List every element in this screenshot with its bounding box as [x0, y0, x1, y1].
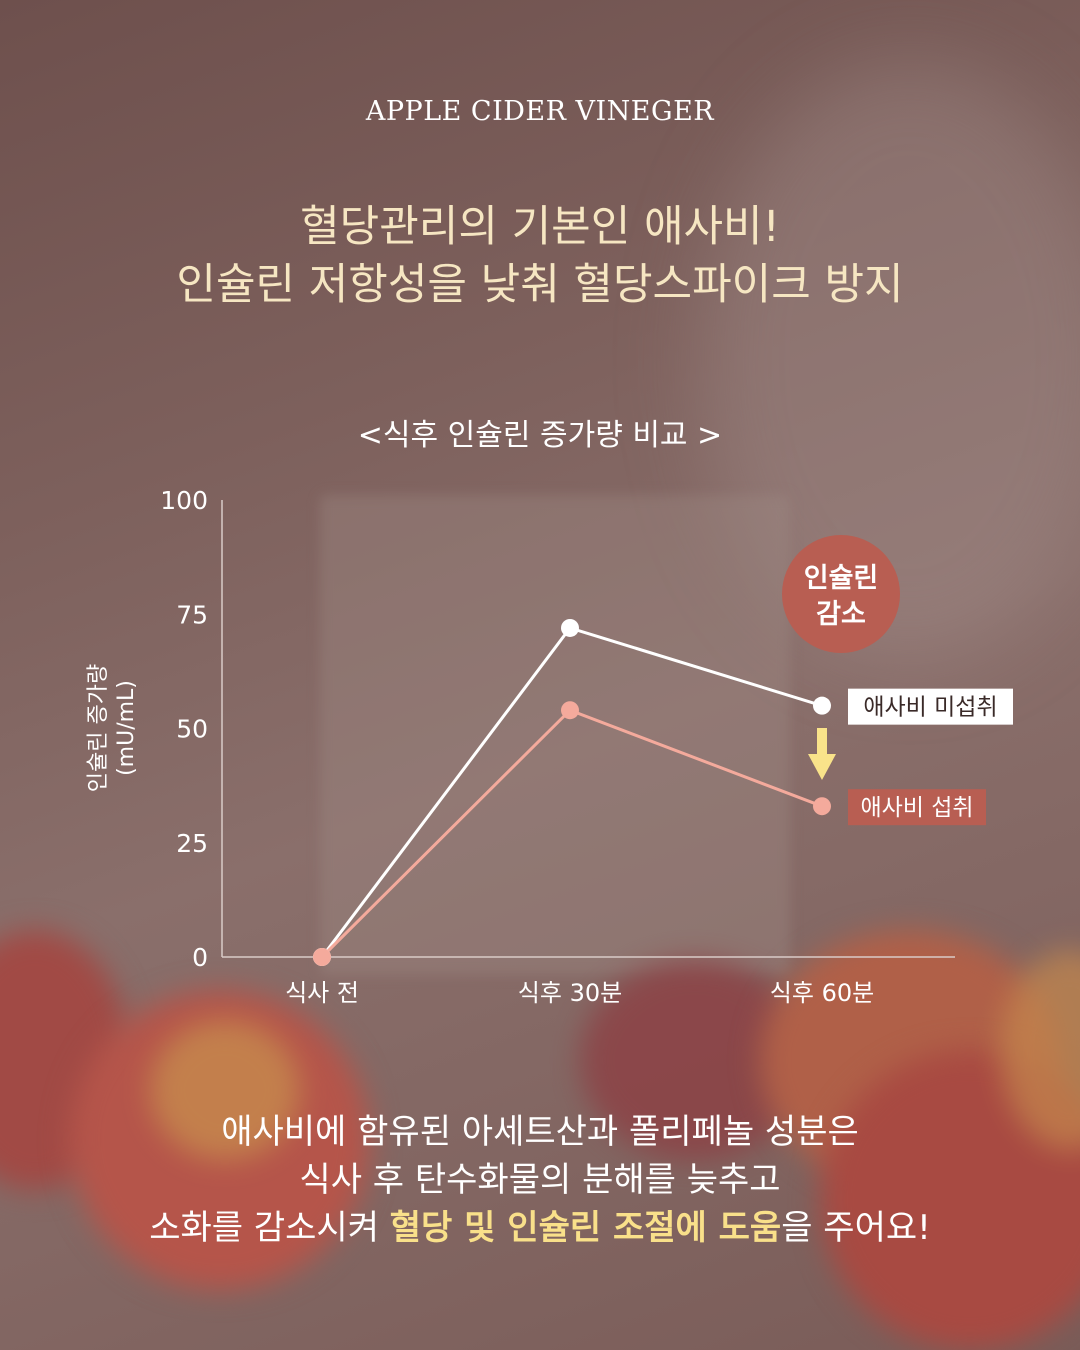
legend-label: 애사비 미섭취: [863, 695, 997, 721]
x-tick-label: 식사 전: [285, 979, 359, 1007]
legend-box: [848, 688, 1013, 725]
x-tick-label: 식후 60분: [770, 979, 874, 1007]
down-arrow-icon: [817, 728, 827, 756]
badge-line-1: 인슐린: [804, 563, 879, 594]
series-line-2: [320, 708, 823, 959]
down-arrow-head: [808, 754, 836, 780]
series-line-1: [320, 626, 823, 958]
data-point: [813, 696, 831, 715]
bottom-highlight: 혈당 및 인슐린 조절에 도움: [389, 1208, 782, 1248]
brand-title: APPLE CIDER VINEGER: [365, 96, 715, 127]
headline-line-2: 인슐린 저항성을 낮춰 혈당스파이크 방지: [176, 260, 904, 310]
headline-line-1: 혈당관리의 기본인 애사비!: [300, 202, 780, 252]
bottom-line-3: 소화를 감소시켜 혈당 및 인슐린 조절에 도움을 주어요!: [0, 1204, 1080, 1252]
bottom-description: 애사비에 함유된 아세트산과 폴리페놀 성분은 식사 후 탄수화물의 분해를 늦…: [0, 1108, 1080, 1252]
y-tick-label: 25: [176, 829, 208, 858]
bottom-line-3-end: 을 주어요!: [781, 1208, 931, 1248]
product-box-blur: [320, 495, 790, 975]
bottom-line-2: 식사 후 탄수화물의 분해를 늦추고: [299, 1160, 781, 1200]
badge-line-2: 감소: [816, 599, 866, 630]
y-tick-label: 50: [176, 715, 208, 744]
bottom-line-1: 애사비에 함유된 아세트산과 폴리페놀 성분은: [221, 1112, 859, 1152]
x-tick-label: 식후 30분: [518, 979, 622, 1007]
y-tick-label: 75: [176, 600, 208, 629]
data-point: [561, 618, 579, 637]
data-point: [813, 797, 831, 816]
insulin-decrease-badge: [782, 535, 900, 653]
legend-label: 애사비 섭취: [860, 795, 973, 821]
bottom-line-3-start: 소화를 감소시켜: [149, 1208, 390, 1248]
data-point: [313, 948, 331, 966]
y-tick-label: 100: [160, 486, 208, 515]
y-tick-label: 0: [192, 943, 208, 972]
data-point: [561, 701, 579, 720]
chart-title: <식후 인슐린 증가량 비교 >: [357, 418, 723, 453]
headline: 혈당관리의 기본인 애사비! 인슐린 저항성을 낮춰 혈당스파이크 방지: [0, 198, 1080, 314]
legend-box: [848, 789, 986, 826]
